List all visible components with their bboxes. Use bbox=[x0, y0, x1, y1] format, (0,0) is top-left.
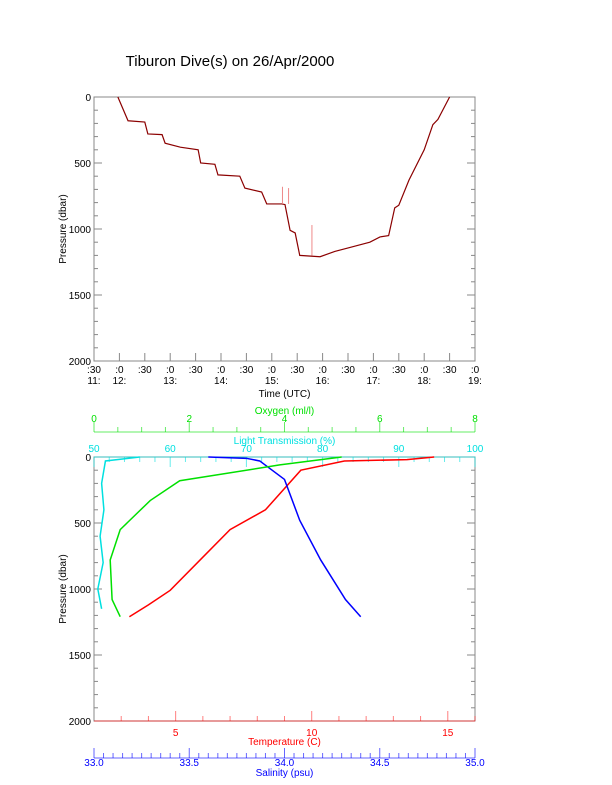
oxygen-tick-label: 6 bbox=[377, 414, 383, 425]
y-tick-label: 500 bbox=[74, 159, 91, 170]
x-tick-label: 18: bbox=[417, 376, 431, 387]
plot-frame bbox=[93, 96, 476, 362]
x-tick-label: 14: bbox=[214, 376, 228, 387]
x-tick-label: :0 bbox=[420, 365, 429, 376]
x-tick-label: 13: bbox=[163, 376, 177, 387]
oxygen-tick-label: 0 bbox=[91, 414, 97, 425]
y-tick-label: 2000 bbox=[69, 717, 92, 728]
y-tick-label: 1500 bbox=[69, 651, 92, 662]
salinity-tick-label: 33.5 bbox=[180, 758, 200, 769]
oxygen-tick-label: 2 bbox=[186, 414, 192, 425]
x-tick-label: 17: bbox=[366, 376, 380, 387]
x-tick-label: :0 bbox=[217, 365, 226, 376]
x-tick-label: :30 bbox=[189, 365, 203, 376]
salinity-tick-label: 35.0 bbox=[465, 758, 485, 769]
light-tick-label: 80 bbox=[317, 444, 329, 455]
x-tick-label: :30 bbox=[443, 365, 457, 376]
light-tick-label: 90 bbox=[393, 444, 405, 455]
x-tick-label: 16: bbox=[316, 376, 330, 387]
x-tick-label: :0 bbox=[318, 365, 327, 376]
x-tick-label: :0 bbox=[268, 365, 277, 376]
temperature-axis-label: Temperature (C) bbox=[248, 737, 321, 748]
x-tick-label: :30 bbox=[290, 365, 304, 376]
light-tick-label: 70 bbox=[241, 444, 253, 455]
x-tick-label: :0 bbox=[369, 365, 378, 376]
x-tick-label: 15: bbox=[265, 376, 279, 387]
x-tick-label: :0 bbox=[166, 365, 175, 376]
temperature-tick-label: 10 bbox=[306, 728, 318, 739]
y-tick-label: 2000 bbox=[69, 357, 92, 368]
y-axis-label: Pressure (dbar) bbox=[58, 554, 69, 623]
salinity-axis-label: Salinity (psu) bbox=[256, 768, 314, 779]
temperature-tick-label: 5 bbox=[173, 728, 179, 739]
y-tick-label: 0 bbox=[85, 453, 91, 464]
x-tick-label: :0 bbox=[115, 365, 124, 376]
light-tick-label: 50 bbox=[88, 444, 100, 455]
light-tick-label: 60 bbox=[165, 444, 177, 455]
series-line-salinity bbox=[208, 456, 362, 618]
oxygen-tick-label: 8 bbox=[472, 414, 478, 425]
x-tick-label: :30 bbox=[341, 365, 355, 376]
series-line-light bbox=[97, 456, 140, 609]
x-tick-label: :30 bbox=[392, 365, 406, 376]
oxygen-tick-label: 4 bbox=[282, 414, 288, 425]
temperature-tick-label: 15 bbox=[442, 728, 454, 739]
x-axis-label: Time (UTC) bbox=[259, 389, 311, 400]
y-tick-label: 0 bbox=[85, 93, 91, 104]
profile-chart: 0 500 1000 1500 2000 Pressure (dbar) 0 2 4 6 8 Oxyg… bbox=[58, 406, 485, 779]
salinity-tick-label: 34.5 bbox=[370, 758, 390, 769]
plot-frame bbox=[93, 456, 476, 722]
y-axis-label: Pressure (dbar) bbox=[58, 194, 69, 263]
y-tick-label: 1500 bbox=[69, 291, 92, 302]
light-axis-label: Light Transmission (%) bbox=[234, 436, 336, 447]
series-line-oxygen bbox=[109, 456, 342, 618]
series-line-temperature bbox=[128, 456, 435, 618]
x-tick-label: :30 bbox=[239, 365, 253, 376]
oxygen-axis-label: Oxygen (ml/l) bbox=[255, 406, 314, 417]
y-tick-label: 1000 bbox=[69, 585, 92, 596]
salinity-tick-label: 33.0 bbox=[84, 758, 104, 769]
x-tick-label: :30 bbox=[138, 365, 152, 376]
chart-title: Tiburon Dive(s) on 26/Apr/2000 bbox=[126, 53, 335, 70]
light-tick-label: 100 bbox=[467, 444, 484, 455]
x-tick-label: 19: bbox=[468, 376, 482, 387]
series-line-dive bbox=[117, 96, 451, 258]
salinity-tick-label: 34.0 bbox=[275, 758, 295, 769]
y-tick-label: 1000 bbox=[69, 225, 92, 236]
x-tick-label: :30 bbox=[87, 365, 101, 376]
x-tick-label: :0 bbox=[471, 365, 480, 376]
x-tick-label: 11: bbox=[87, 376, 100, 387]
x-tick-label: 12: bbox=[112, 376, 126, 387]
y-tick-label: 500 bbox=[74, 519, 91, 530]
